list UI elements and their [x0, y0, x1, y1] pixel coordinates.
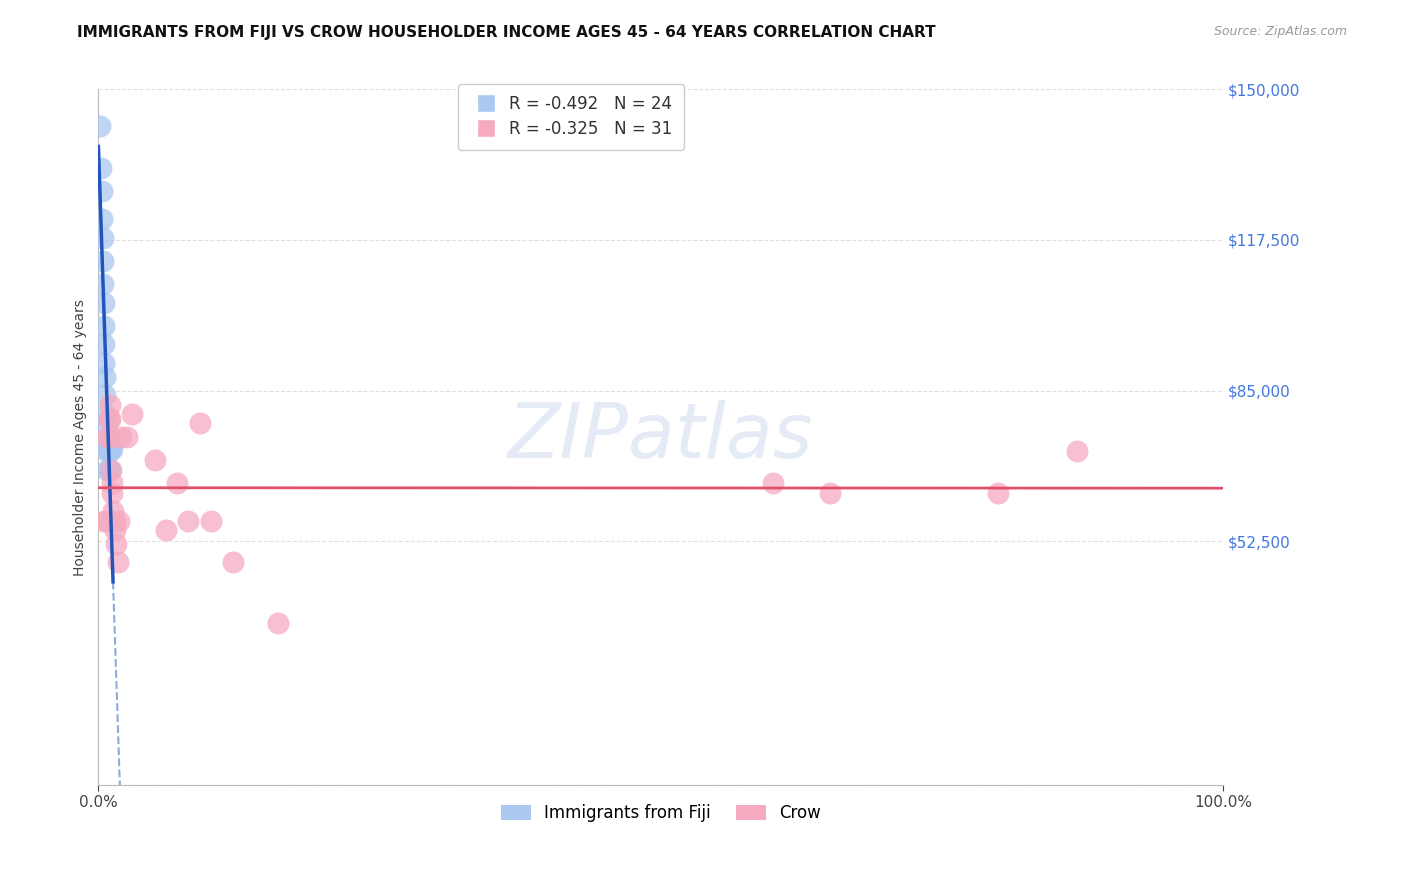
Point — [93, 337, 115, 351]
Point — [90, 184, 112, 198]
Point — [96, 430, 118, 444]
Point — [93, 356, 115, 370]
Point — [104, 514, 127, 528]
Point — [98, 398, 121, 412]
Point — [98, 444, 121, 458]
Point — [101, 504, 124, 518]
Point — [188, 416, 211, 430]
Point — [155, 523, 177, 537]
Y-axis label: Householder Income Ages 45 - 64 years: Householder Income Ages 45 - 64 years — [73, 299, 87, 575]
Point — [107, 514, 129, 528]
Point — [94, 369, 117, 384]
Point — [121, 407, 143, 421]
Point — [115, 430, 138, 444]
Point — [101, 442, 124, 456]
Point — [100, 462, 122, 476]
Point — [987, 485, 1010, 500]
Point — [98, 411, 121, 425]
Point — [91, 230, 114, 244]
Point — [166, 476, 188, 491]
Point — [1066, 444, 1088, 458]
Point — [762, 476, 785, 491]
Point — [93, 295, 115, 310]
Point — [91, 277, 114, 291]
Point — [93, 514, 115, 528]
Point — [101, 485, 124, 500]
Point — [89, 120, 111, 134]
Point — [96, 444, 118, 458]
Point — [110, 430, 132, 444]
Text: IMMIGRANTS FROM FIJI VS CROW HOUSEHOLDER INCOME AGES 45 - 64 YEARS CORRELATION C: IMMIGRANTS FROM FIJI VS CROW HOUSEHOLDER… — [77, 25, 936, 40]
Point — [107, 555, 129, 569]
Point — [94, 388, 117, 402]
Point — [97, 462, 120, 476]
Point — [101, 476, 124, 491]
Point — [97, 444, 120, 458]
Point — [93, 318, 115, 333]
Point — [100, 439, 122, 453]
Point — [100, 430, 122, 444]
Point — [818, 485, 841, 500]
Point — [94, 407, 117, 421]
Point — [96, 514, 118, 528]
Point — [200, 514, 222, 528]
Point — [96, 439, 118, 453]
Point — [90, 212, 112, 227]
Text: ZIPatlas: ZIPatlas — [508, 401, 814, 474]
Point — [91, 253, 114, 268]
Point — [105, 537, 128, 551]
Legend: Immigrants from Fiji, Crow: Immigrants from Fiji, Crow — [494, 797, 828, 829]
Point — [96, 421, 118, 435]
Point — [177, 514, 200, 528]
Point — [97, 411, 120, 425]
Point — [267, 615, 290, 630]
Point — [98, 462, 121, 476]
Point — [104, 523, 127, 537]
Point — [143, 453, 166, 467]
Point — [222, 555, 245, 569]
Text: Source: ZipAtlas.com: Source: ZipAtlas.com — [1213, 25, 1347, 38]
Point — [96, 462, 118, 476]
Point — [90, 161, 112, 175]
